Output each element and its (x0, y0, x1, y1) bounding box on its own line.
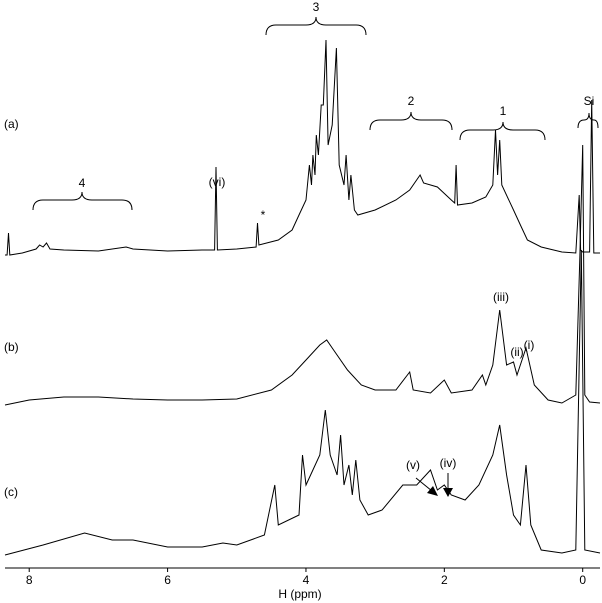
annotation: Si (584, 94, 595, 108)
series-label: (b) (4, 340, 19, 354)
annotation: (ii) (510, 345, 523, 359)
annotation: 1 (500, 104, 507, 118)
annotation: 3 (313, 0, 320, 14)
annotation: (v) (406, 458, 420, 472)
spectrum (4, 249, 601, 556)
bracket (369, 111, 453, 131)
spectrum (5, 39, 600, 256)
bracket (459, 121, 546, 141)
series-label: (a) (4, 117, 19, 131)
spectrum (4, 144, 601, 406)
bracket (32, 191, 133, 211)
x-tick-label: 2 (441, 573, 448, 587)
annotation: 4 (79, 176, 86, 190)
annotation: (vi) (209, 175, 226, 189)
series-label: (c) (4, 485, 18, 499)
annotation: 2 (408, 94, 415, 108)
arrow-head (443, 488, 453, 497)
x-tick-label: 0 (579, 573, 586, 587)
brackets (32, 16, 599, 211)
arrow (415, 477, 433, 492)
annotation: (i) (524, 338, 535, 352)
bracket (265, 16, 367, 36)
x-tick-label: 8 (26, 573, 33, 587)
arrows (415, 473, 453, 497)
x-axis-label: H (ppm) (278, 587, 321, 601)
arrow-head (427, 486, 438, 496)
x-tick-label: 6 (164, 573, 171, 587)
annotation: (iv) (440, 456, 457, 470)
x-tick-label: 4 (303, 573, 310, 587)
annotation: (iii) (493, 290, 509, 304)
annotation: * (261, 208, 266, 222)
bracket (577, 112, 599, 129)
